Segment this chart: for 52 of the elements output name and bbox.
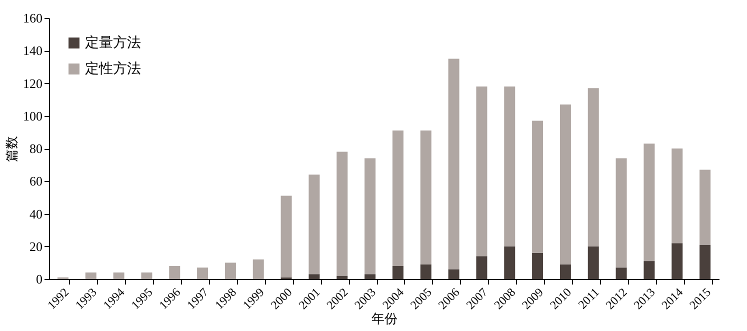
bar [280,196,292,278]
legend-label: 定量方法 [85,35,141,51]
y-axis-title: 篇数 [4,136,19,162]
y-tick-label: 60 [30,174,42,189]
bar [420,264,432,279]
bar [532,252,544,279]
bar [644,261,655,279]
bar [420,130,432,264]
bar [113,272,124,279]
bar [476,86,488,256]
bar [672,243,683,279]
bar [644,144,655,262]
bar [616,268,627,279]
y-tick-label: 20 [30,238,42,254]
y-tick-label: 0 [36,272,42,286]
bar [560,104,571,264]
bar [224,262,236,279]
bar [476,256,488,279]
bar [308,174,320,274]
y-tick-label: 80 [30,141,42,156]
x-tick-label: 2011 [575,285,602,312]
y-tick-label: 100 [23,108,42,124]
bar [392,130,404,266]
y-tick-label: 160 [23,10,42,26]
legend-label: 定性方法 [85,61,141,77]
bar [336,152,348,276]
bar [504,86,516,246]
bar [700,244,711,279]
bar [308,274,320,279]
y-tick-label: 40 [30,206,42,222]
x-axis-title: 年份 [372,311,398,326]
bar [588,246,599,279]
bar [169,266,180,279]
bar [588,88,599,246]
bar [364,274,376,279]
bar [336,276,348,279]
bar [616,158,627,268]
bar [448,58,460,270]
bar [141,272,152,279]
bar [504,246,516,279]
bar [392,266,404,279]
bar [700,170,711,245]
y-tick-label: 120 [23,76,42,91]
bar [85,272,96,279]
bar [364,158,376,274]
bar [560,264,571,279]
bar [197,268,208,279]
y-tick-label: 140 [23,43,42,58]
bar [532,120,544,253]
bar [252,259,264,279]
bar [448,269,460,279]
bar [672,148,683,244]
